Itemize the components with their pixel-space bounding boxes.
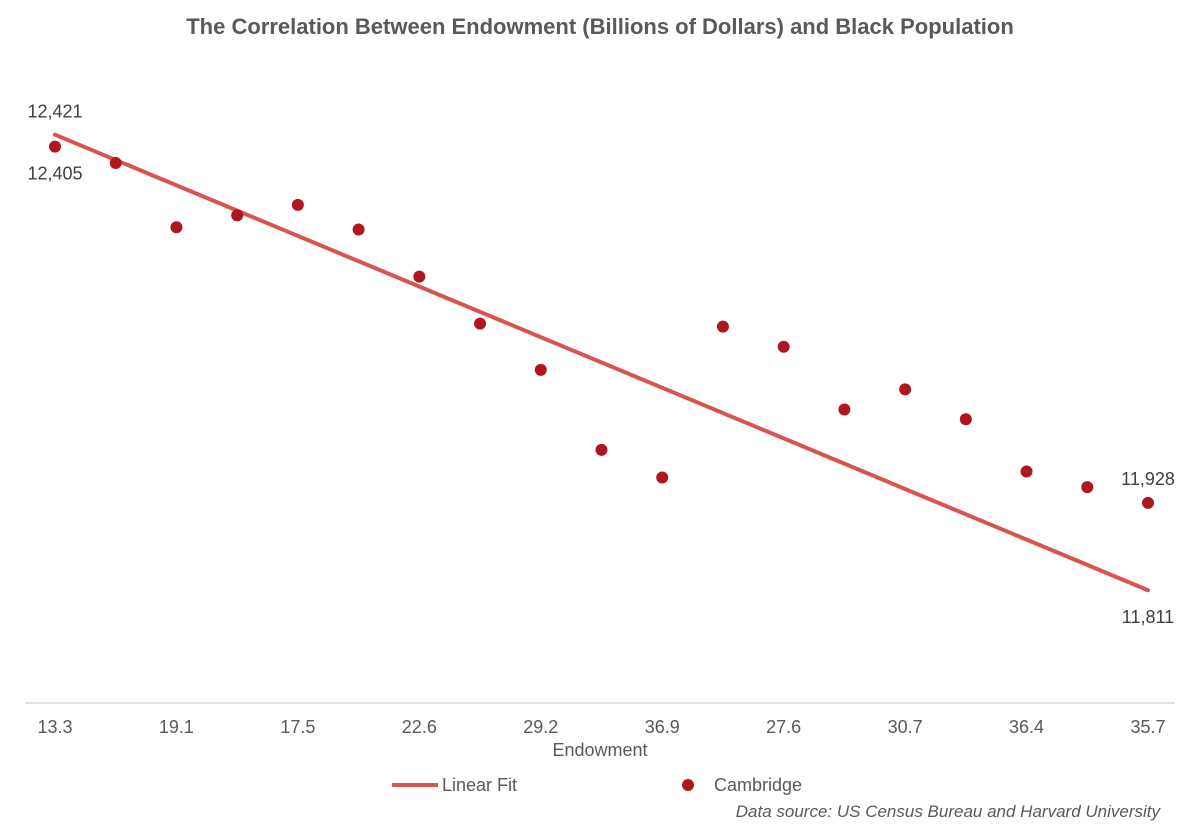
x-tick-label: 30.7 xyxy=(888,717,923,737)
legend-label-linear-fit: Linear Fit xyxy=(442,774,518,795)
legend-line-swatch xyxy=(392,783,438,787)
data-point xyxy=(109,157,122,170)
legend-item-linear-fit: Linear Fit xyxy=(392,773,517,797)
x-axis-label: Endowment xyxy=(552,740,648,760)
x-tick-label: 22.6 xyxy=(402,717,437,737)
x-tick-label: 29.2 xyxy=(523,717,558,737)
linear-fit-line xyxy=(53,132,1150,593)
fit-start-label: 12,421 xyxy=(27,102,82,122)
data-point xyxy=(170,221,183,234)
data-source-note: Data source: US Census Bureau and Harvar… xyxy=(735,802,1160,821)
data-point xyxy=(1020,465,1033,478)
x-tick-label: 36.9 xyxy=(645,717,680,737)
x-tick-label: 17.5 xyxy=(280,717,315,737)
data-point xyxy=(49,140,61,153)
last-point-label: 11,928 xyxy=(1121,469,1175,489)
data-point xyxy=(595,443,608,456)
data-point xyxy=(716,320,729,333)
legend-dot-swatch xyxy=(682,779,694,791)
data-point xyxy=(838,403,851,416)
legend-item-cambridge: Cambridge xyxy=(682,773,802,797)
data-point xyxy=(352,223,365,236)
first-point-label: 12,405 xyxy=(27,164,82,184)
data-point xyxy=(413,270,426,283)
data-point xyxy=(959,413,972,426)
data-point xyxy=(1081,481,1094,494)
x-tick-label: 27.6 xyxy=(766,717,801,737)
data-point xyxy=(291,198,304,211)
data-point xyxy=(231,209,244,222)
x-tick-label: 35.7 xyxy=(1130,717,1165,737)
fit-end-label: 11,811 xyxy=(1122,607,1174,627)
fit-layer xyxy=(53,132,1150,593)
label-layer: 12,421 12,405 11,928 11,811 xyxy=(27,102,1174,628)
data-point xyxy=(474,317,487,330)
data-point xyxy=(656,471,669,484)
data-point xyxy=(777,340,790,353)
x-tick-label: 19.1 xyxy=(159,717,194,737)
data-point xyxy=(534,363,547,376)
x-tick-label: 36.4 xyxy=(1009,717,1044,737)
data-point xyxy=(1142,496,1154,509)
data-point xyxy=(899,383,912,396)
axis-layer: 13.3 19.1 17.5 22.6 29.2 36.9 27.6 30.7 36.4 35.7 xyxy=(25,702,1175,737)
point-layer xyxy=(49,140,1154,509)
legend-label-cambridge: Cambridge xyxy=(714,774,803,795)
chart-title: The Correlation Between Endowment (Billi… xyxy=(186,14,1014,39)
x-tick-label: 13.3 xyxy=(37,717,72,737)
